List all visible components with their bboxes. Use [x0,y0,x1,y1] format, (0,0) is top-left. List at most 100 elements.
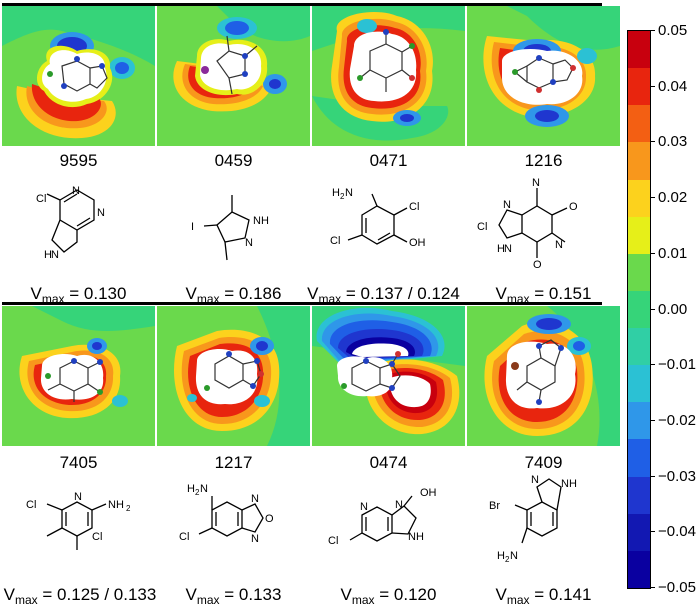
atom-label: N [251,493,259,505]
colorbar-band [628,253,650,291]
atom-label: 2 [340,192,345,201]
atom-label: N [72,185,80,197]
colorbar-band [628,68,650,106]
atom-label: N [395,499,403,511]
molecule-code: 7405 [59,453,98,472]
structure-1216: N N O N Cl H N O [477,177,578,271]
structure-7409: N NH Br H 2 N [489,474,577,564]
molecule-code: 9595 [59,151,98,170]
atom-label: O [569,201,578,213]
atom-label: H [261,215,269,227]
atom-label: N [504,243,512,255]
atom-label: N [97,207,105,219]
esp-map-0474 [312,306,465,446]
atom-label: N [200,483,208,495]
colorbar-band [628,216,650,254]
colorbar-band [628,439,650,477]
atom-label: OH [409,237,426,249]
esp-map-1217 [157,306,310,446]
row-separator [2,302,602,305]
colorbar-tick-label: 0.05 [658,22,688,39]
colorbar-band [628,402,650,440]
colorbar-band [628,365,650,403]
atom-label: 2 [195,488,200,497]
atom-label: H [44,249,52,261]
atom-label: N [503,199,511,211]
esp-map-7409 [467,306,620,446]
molecule-code: 1216 [524,151,563,170]
molecule-code: 0459 [214,151,253,170]
vmax-value: Vmax = 0.141 [495,585,592,607]
molecule-code: 1217 [214,453,253,472]
atom-label: Cl [328,535,338,547]
atom-label: N [510,550,518,562]
colorbar-tick-label: −0.04 [658,523,696,541]
atom-label: N [532,177,540,189]
structure-9595: N N Cl H N [36,185,105,261]
atom-label: NH [408,531,424,543]
atom-label: O [265,513,274,525]
colorbar-tick-label: 0.01 [658,244,688,262]
vmax-value: Vmax = 0.133 [185,585,282,607]
esp-map-7405 [2,306,155,446]
esp-map-1216 [467,6,620,146]
atom-label: Cl [409,201,419,213]
atom-label: NH [561,478,577,490]
colorbar-band [628,513,650,551]
colorbar-tick-label: −0.02 [658,411,696,429]
atom-label: N [531,474,539,486]
colorbar-tick-label: −0.03 [658,467,696,485]
atom-label: N [360,501,368,513]
atom-label: O [533,259,542,271]
atom-label: I [191,221,194,233]
atom-label: Br [489,500,500,512]
colorbar-tick-label: 0.03 [658,133,688,151]
structure-0459: I N H N [191,195,269,261]
colorbar [627,30,651,589]
molecule-code: 0474 [369,453,408,472]
colorbar-tick-label: 0.02 [658,189,688,207]
colorbar-band [628,328,650,366]
atom-label: H [497,550,505,562]
colorbar-band [628,31,650,69]
atom-label: Cl [26,499,36,511]
colorbar-tick-label: −0.01 [658,356,696,374]
colorbar-band [628,142,650,180]
colorbar-band [628,290,650,328]
atom-label: N [345,187,353,199]
atom-label: Cl [330,235,340,247]
colorbar-band [628,550,650,588]
colorbar-band [628,179,650,217]
atom-label: 2 [126,504,131,513]
atom-label: OH [420,487,437,499]
esp-map-0471 [312,6,465,146]
top-rule [2,3,602,6]
colorbar-band [628,476,650,514]
colorbar-tick-label: −0.05 [658,579,696,596]
atom-label: Cl [36,193,46,205]
atom-label: H [187,483,195,495]
structure-7405: N Cl NH 2 Cl [26,491,131,550]
atom-label: N [253,215,261,227]
structure-0474: N OH N Cl NH [328,487,437,547]
esp-map-9595 [2,6,155,146]
atom-label: N [555,239,563,251]
atom-label: Cl [92,531,102,543]
atom-label: NH [108,499,124,511]
atom-label: H [497,243,505,255]
atom-label: H [332,187,340,199]
esp-map-0459 [157,6,310,146]
atom-label: N [74,491,82,503]
atom-label: Cl [477,221,487,233]
structure-0471: H 2 N Cl Cl OH [330,187,426,249]
molecule-code: 7409 [524,453,563,472]
atom-label: Cl [179,531,189,543]
vmax-value: Vmax = 0.120 [340,585,437,607]
vmax-value: Vmax = 0.125 / 0.133 [3,585,157,607]
colorbar-band [628,105,650,143]
atom-label: 2 [505,555,510,564]
structure-1217: H 2 N N O N Cl [179,483,274,545]
atom-label: N [251,533,259,545]
atom-label: N [51,249,59,261]
colorbar-tick-label: 0.00 [658,300,688,318]
